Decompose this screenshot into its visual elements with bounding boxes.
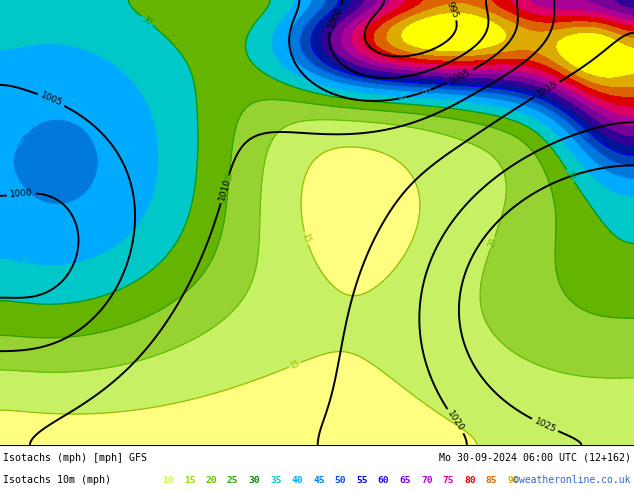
Text: 25: 25: [227, 476, 238, 485]
Text: 45: 45: [313, 476, 325, 485]
Text: 55: 55: [356, 476, 368, 485]
Text: 1000: 1000: [327, 5, 344, 30]
Text: 10: 10: [162, 476, 174, 485]
Text: 50: 50: [335, 476, 346, 485]
Text: ©weatheronline.co.uk: ©weatheronline.co.uk: [514, 475, 631, 485]
Text: 995: 995: [444, 0, 459, 19]
Text: 15: 15: [288, 359, 301, 371]
Text: 65: 65: [399, 476, 411, 485]
Text: 30: 30: [140, 14, 153, 27]
Text: 90: 90: [507, 476, 519, 485]
Text: 25: 25: [224, 171, 235, 181]
Text: 30: 30: [249, 476, 260, 485]
Text: 60: 60: [378, 476, 389, 485]
Text: 40: 40: [292, 476, 303, 485]
Text: 45: 45: [576, 131, 590, 144]
Text: Isotachs 10m (mph): Isotachs 10m (mph): [3, 475, 111, 485]
Text: Mo 30-09-2024 06:00 UTC (12+162): Mo 30-09-2024 06:00 UTC (12+162): [439, 453, 631, 463]
Text: 70: 70: [421, 476, 432, 485]
Text: 35: 35: [270, 476, 281, 485]
Text: 40: 40: [421, 88, 431, 98]
Text: 30: 30: [564, 169, 577, 182]
Text: 20: 20: [487, 237, 498, 248]
Text: 1000: 1000: [10, 189, 33, 199]
Text: 20: 20: [205, 476, 217, 485]
Text: 1005: 1005: [39, 91, 63, 108]
Text: 40: 40: [15, 134, 28, 147]
Text: 1010: 1010: [217, 177, 232, 201]
Text: 15: 15: [301, 232, 312, 244]
Text: 1005: 1005: [448, 67, 472, 86]
Text: 75: 75: [443, 476, 454, 485]
Text: Isotachs (mph) [mph] GFS: Isotachs (mph) [mph] GFS: [3, 453, 147, 463]
Text: 35: 35: [18, 257, 29, 268]
Text: 1015: 1015: [535, 79, 559, 99]
Text: 1020: 1020: [446, 409, 465, 433]
Text: 50: 50: [434, 79, 444, 89]
Text: 80: 80: [464, 476, 476, 485]
Text: 35: 35: [398, 92, 408, 102]
Text: 85: 85: [486, 476, 497, 485]
Text: 1025: 1025: [533, 416, 557, 434]
Text: 15: 15: [184, 476, 195, 485]
